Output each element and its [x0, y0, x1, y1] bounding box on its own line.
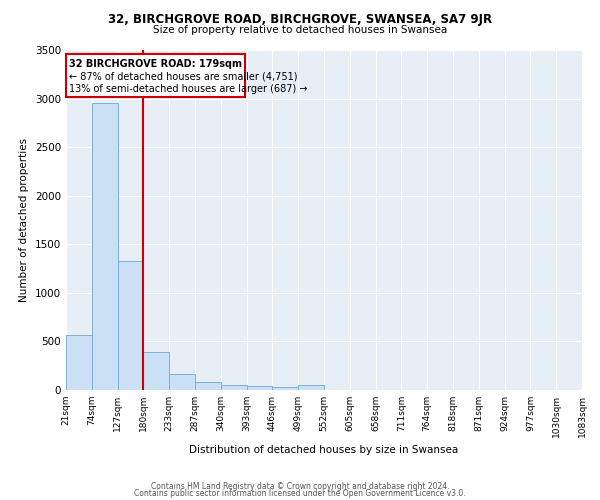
Bar [247, 386, 272, 390]
Y-axis label: Number of detached properties: Number of detached properties [19, 138, 29, 302]
Bar [272, 387, 298, 390]
Text: 13% of semi-detached houses are larger (687) →: 13% of semi-detached houses are larger (… [69, 84, 307, 94]
Text: Contains HM Land Registry data © Crown copyright and database right 2024.: Contains HM Land Registry data © Crown c… [151, 482, 449, 491]
Bar [169, 374, 195, 390]
Bar [143, 352, 169, 390]
Text: ← 87% of detached houses are smaller (4,751): ← 87% of detached houses are smaller (4,… [69, 72, 298, 82]
Text: Contains public sector information licensed under the Open Government Licence v3: Contains public sector information licen… [134, 489, 466, 498]
Bar [66, 334, 92, 390]
X-axis label: Distribution of detached houses by size in Swansea: Distribution of detached houses by size … [190, 446, 458, 456]
Bar [118, 261, 143, 390]
Text: 32 BIRCHGROVE ROAD: 179sqm: 32 BIRCHGROVE ROAD: 179sqm [69, 58, 242, 68]
Bar [66, 54, 245, 96]
Bar [195, 382, 221, 390]
Bar [298, 385, 324, 390]
Bar [92, 104, 118, 390]
Bar [221, 384, 247, 390]
Text: 32, BIRCHGROVE ROAD, BIRCHGROVE, SWANSEA, SA7 9JR: 32, BIRCHGROVE ROAD, BIRCHGROVE, SWANSEA… [108, 12, 492, 26]
Text: Size of property relative to detached houses in Swansea: Size of property relative to detached ho… [153, 25, 447, 35]
